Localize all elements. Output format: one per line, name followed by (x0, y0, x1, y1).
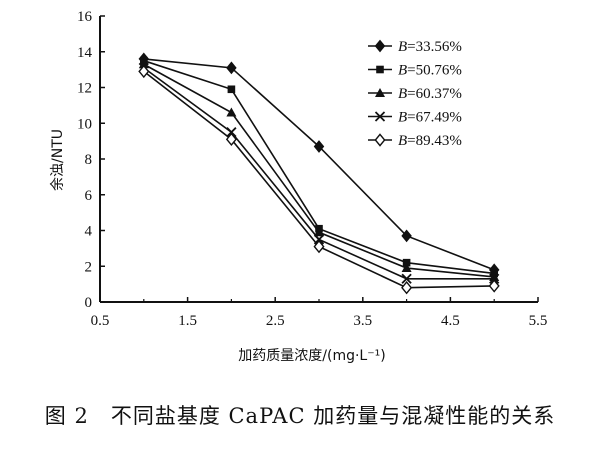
data-point (227, 85, 236, 94)
figure-caption: 图 2 不同盐基度 CaPAC 加药量与混凝性能的关系 (44, 404, 556, 428)
legend-value: =60.37% (407, 86, 462, 102)
data-point (314, 227, 324, 237)
legend-label: B=60.37% (398, 86, 462, 102)
legend-marker (374, 133, 386, 147)
legend-item-2: B=50.76% (368, 63, 462, 79)
legend-variable: B (398, 86, 407, 102)
y-tick-label: 0 (85, 295, 93, 311)
legend-label: B=33.56% (398, 39, 462, 55)
x-cross-stroke (374, 111, 386, 122)
data-point (226, 107, 237, 117)
legend-value: =50.76% (407, 63, 462, 79)
data-point (225, 132, 237, 147)
legend-item-3: B=60.37% (368, 86, 462, 102)
legend-value: =33.56% (407, 39, 462, 55)
y-tick-label: 12 (77, 81, 92, 97)
legend-item-4: B=67.49% (368, 110, 462, 126)
data-point (313, 239, 325, 254)
legend-variable: B (398, 63, 407, 79)
y-axis-ticks: 0 2 4 6 8 10 12 14 16 (77, 9, 105, 311)
series-layer (138, 52, 500, 295)
legend-value: =89.43% (407, 133, 462, 149)
x-cross-stroke (489, 273, 500, 284)
data-point (226, 61, 237, 75)
x-axis-title: 加药质量浓度/(mg·L⁻¹) (238, 348, 385, 364)
legend-label: B=67.49% (398, 110, 462, 126)
series-5 (138, 64, 500, 295)
x-tick-label: 5.5 (529, 313, 548, 329)
data-point (401, 280, 413, 295)
data-point (402, 258, 411, 267)
x-tick-label: 3.5 (353, 313, 372, 329)
legend-variable: B (398, 39, 407, 55)
data-point (226, 127, 237, 138)
data-point (401, 273, 412, 284)
data-point (401, 263, 412, 273)
legend-item-5: B=89.43% (368, 133, 462, 149)
legend-marker (374, 39, 386, 53)
legend-variable: B (398, 110, 407, 126)
legend: B=33.56%B=50.76%B=60.37%B=67.49%B=89.43% (368, 39, 462, 149)
x-axis-ticks: 0.5 1.5 2.5 3.5 4.5 5.5 (91, 297, 548, 329)
x-tick-label: 0.5 (91, 313, 110, 329)
data-point (488, 279, 500, 293)
legend-marker (374, 111, 386, 122)
data-point (138, 64, 150, 79)
x-cross-stroke (226, 127, 237, 138)
x-tick-label: 1.5 (178, 313, 197, 329)
axes (99, 16, 538, 303)
legend-label: B=89.43% (398, 133, 462, 149)
y-tick-label: 2 (85, 259, 93, 275)
legend-marker (375, 88, 385, 97)
y-tick-label: 10 (77, 116, 92, 132)
y-tick-label: 8 (85, 152, 93, 168)
legend-marker (376, 65, 384, 74)
x-tick-label: 4.5 (441, 313, 460, 329)
series-line (143, 70, 495, 289)
x-cross-stroke (401, 273, 412, 284)
y-tick-label: 6 (85, 188, 93, 204)
data-point (313, 140, 325, 153)
legend-value: =67.49% (407, 110, 462, 126)
y-tick-label: 16 (77, 9, 93, 25)
legend-variable: B (398, 133, 407, 149)
x-tick-label: 2.5 (266, 313, 285, 329)
y-tick-label: 4 (85, 224, 93, 240)
legend-label: B=50.76% (398, 63, 462, 79)
data-point (489, 273, 500, 284)
legend-item-1: B=33.56% (368, 39, 462, 55)
series-4 (138, 62, 500, 284)
data-point (401, 229, 412, 243)
y-axis-title: 余浊/NTU (49, 129, 66, 191)
y-tick-label: 14 (77, 45, 93, 61)
